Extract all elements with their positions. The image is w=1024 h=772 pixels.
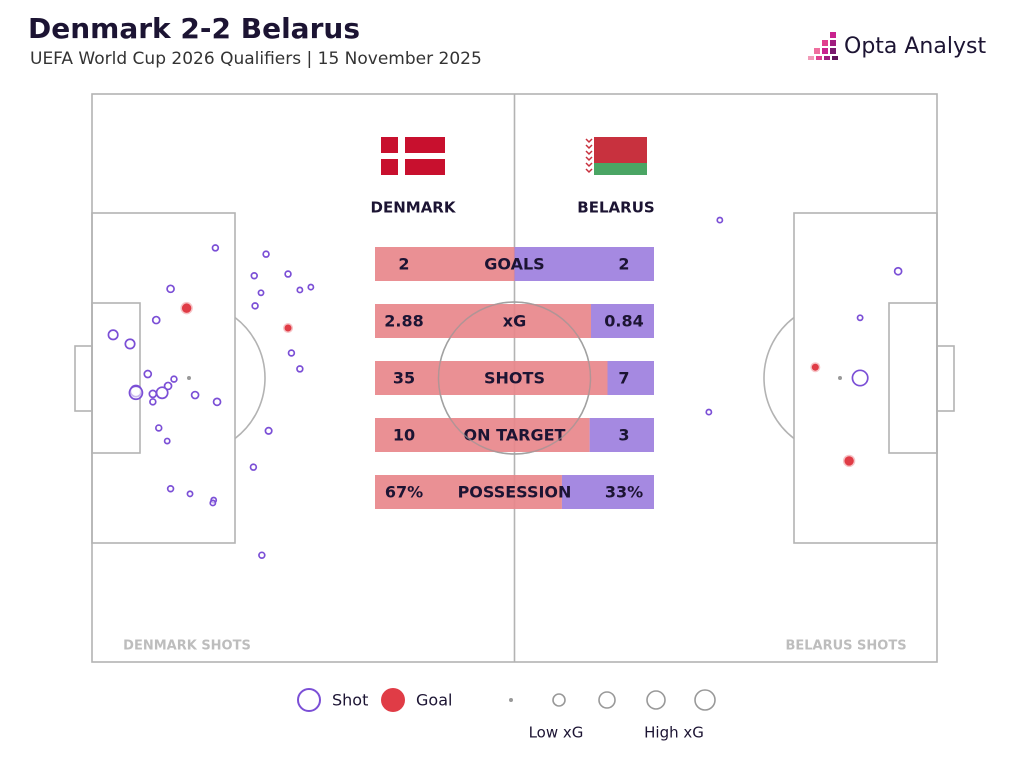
shot-marker [856, 314, 864, 322]
shot-marker [155, 386, 169, 400]
legend: Shot Goal Low xG High xG [297, 688, 716, 742]
stat-bar-away [607, 361, 654, 395]
stat-away-value: 0.84 [604, 312, 643, 331]
shot-marker [284, 270, 292, 278]
shot-marker [212, 397, 222, 407]
stat-label: SHOTS [484, 369, 545, 388]
legend-label: Goal [416, 691, 452, 710]
team-name: BELARUS [577, 199, 654, 217]
goal-marker [180, 301, 193, 315]
shot-marker [716, 216, 724, 224]
shot-marker [251, 302, 259, 310]
stat-bar-home [375, 304, 591, 338]
stat-label: xG [503, 312, 526, 331]
shot-marker [124, 338, 136, 350]
shot-marker [851, 369, 869, 387]
shot-marker [249, 463, 258, 471]
stat-bar-away [561, 475, 654, 509]
stat-away-value: 2 [618, 255, 629, 274]
stat-home-value: 35 [393, 369, 415, 388]
shot-marker [107, 329, 119, 341]
shot-marker [155, 424, 163, 432]
stat-home-value: 2.88 [384, 312, 423, 331]
stat-label: POSSESSION [458, 483, 572, 502]
shot-marker [190, 390, 200, 400]
shot-marker [287, 349, 296, 357]
stat-label: ON TARGET [464, 426, 566, 445]
stat-away-value: 33% [605, 483, 643, 502]
goal-marker [842, 454, 856, 468]
stat-home-value: 2 [398, 255, 409, 274]
stat-label: GOALS [484, 255, 544, 274]
shot-marker [258, 551, 266, 559]
shot-marker [186, 490, 194, 498]
stat-bar-away [589, 418, 654, 452]
goal-marker [810, 362, 821, 373]
legend-shot-marker [297, 688, 321, 712]
shot-marker [257, 289, 265, 297]
pitch [74, 93, 955, 663]
shot-marker [264, 426, 273, 435]
shot-marker [151, 315, 161, 325]
legend-goal-marker [381, 688, 405, 712]
team-name: DENMARK [371, 199, 457, 217]
stat-bar-home [375, 361, 608, 395]
shots-label: BELARUS SHOTS [785, 639, 906, 654]
subtitle: UEFA World Cup 2026 Qualifiers | 15 Nove… [30, 49, 482, 69]
center-circle [437, 301, 592, 455]
stat-home-value: 67% [385, 483, 423, 502]
brand-logo [808, 32, 838, 60]
shot-marker [296, 365, 304, 373]
stat-bar-home [375, 475, 562, 509]
title: Denmark 2-2 Belarus [28, 12, 360, 45]
stat-bar-away [514, 247, 654, 281]
shot-marker [148, 389, 158, 399]
shot-marker [143, 369, 153, 379]
shot-marker [149, 398, 157, 406]
shot-marker [705, 408, 713, 416]
shot-marker [128, 385, 144, 401]
shot-marker [211, 244, 220, 252]
shot-marker [209, 499, 217, 507]
stat-bar-away [591, 304, 654, 338]
shot-marker [163, 381, 173, 391]
shot-marker [893, 266, 903, 276]
belarus-flag [585, 137, 647, 175]
shot-marker [296, 286, 304, 294]
shot-marker [250, 272, 258, 280]
brand: Opta Analyst [844, 34, 986, 59]
goal-marker [283, 323, 294, 334]
shot-marker [262, 250, 270, 258]
legend-label: High xG [644, 724, 704, 742]
shot-marker [307, 283, 315, 291]
stat-away-value: 7 [618, 369, 629, 388]
legend-label: Shot [332, 691, 368, 710]
shot-marker [170, 375, 178, 383]
shot-marker [166, 284, 175, 294]
legend-label: Low xG [529, 724, 584, 742]
denmark-flag [381, 137, 445, 175]
shot-marker [163, 437, 171, 445]
stat-away-value: 3 [618, 426, 629, 445]
stat-bar-home [375, 247, 515, 281]
shot-marker [166, 485, 175, 493]
shots-label: DENMARK SHOTS [123, 639, 251, 654]
stat-home-value: 10 [393, 426, 415, 445]
